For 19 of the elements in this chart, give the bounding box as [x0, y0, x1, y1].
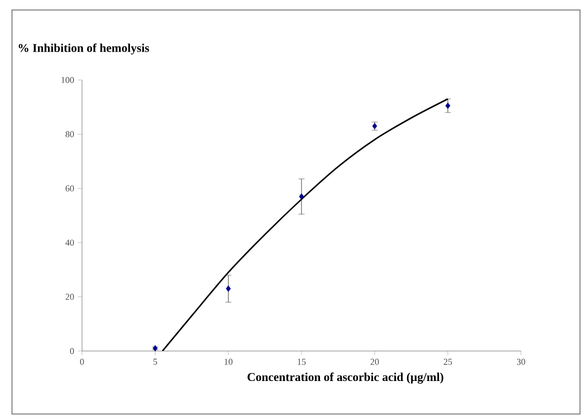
- y-tick-label: 80: [66, 131, 74, 138]
- x-tick-label: 30: [516, 358, 526, 365]
- x-tick-label: 5: [153, 358, 158, 365]
- x-tick-label: 25: [444, 358, 452, 365]
- line-series: [162, 98, 449, 351]
- y-tick-label: 20: [66, 294, 74, 300]
- x-tick-label: 0: [80, 358, 84, 365]
- x-tick-label: 20: [370, 358, 379, 365]
- x-axis-title: Concentration of ascorbic acid (µg/ml): [248, 372, 444, 384]
- point: [226, 285, 231, 292]
- point: [299, 193, 304, 200]
- y-axis-title: % Inhibition of hemolysis: [18, 43, 150, 54]
- y-tick-label: 40: [65, 240, 74, 246]
- y-tick-label: 60: [66, 185, 74, 192]
- x-tick-label: 10: [224, 358, 232, 365]
- y-tick-label: 0: [70, 348, 74, 354]
- y-tick-label: 100: [62, 76, 74, 84]
- point: [445, 102, 450, 109]
- x-tick-label: 15: [298, 358, 306, 365]
